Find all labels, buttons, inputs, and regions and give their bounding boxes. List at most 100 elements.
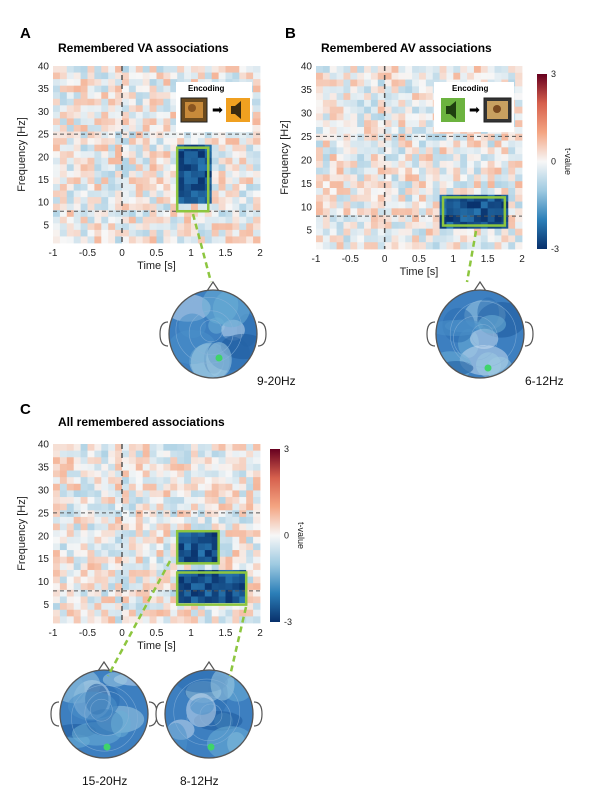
heatmap-cell (115, 105, 123, 113)
heatmap-cell (515, 160, 523, 169)
heatmap-cell (163, 190, 171, 198)
heatmap-cell (108, 444, 116, 452)
heatmap-cell (487, 154, 495, 162)
heatmap-cell (412, 160, 420, 169)
colorbar-tick: 0 (551, 157, 556, 167)
heatmap-cell (232, 151, 240, 159)
heatmap-cell (115, 563, 123, 571)
heatmap-cell (135, 105, 144, 113)
heatmap-cell (425, 160, 434, 169)
heatmap-cell (128, 229, 137, 237)
heatmap-cell (232, 596, 240, 604)
heatmap-cell (232, 157, 240, 165)
heatmap-cell (108, 79, 116, 87)
heatmap-cell (197, 138, 206, 146)
heatmap-cell (405, 181, 413, 189)
heatmap-cell (232, 583, 240, 591)
heatmap-cell (163, 170, 171, 178)
heatmap-cell (108, 229, 116, 237)
heatmap-cell (398, 72, 406, 80)
heatmap-cell (115, 490, 123, 498)
heatmap-cell (101, 536, 109, 544)
heatmap-cell (239, 596, 247, 604)
heatmap-cell (487, 181, 495, 189)
heatmap-cell (246, 197, 254, 205)
heatmap-cell (135, 444, 144, 452)
heatmap-cell (149, 596, 157, 604)
heatmap-cell (453, 140, 461, 148)
heatmap-cell (515, 147, 523, 155)
heatmap-cell (487, 242, 495, 250)
heatmap-cell (53, 563, 61, 571)
heatmap-cell (246, 444, 254, 452)
heatmap-cell (211, 216, 219, 224)
heatmap-cell (191, 563, 199, 571)
heatmap-cell (73, 483, 81, 491)
heatmap-cell (204, 66, 213, 73)
heatmap-cell (135, 463, 144, 471)
heatmap-cell (211, 583, 219, 591)
heatmap-cell (191, 66, 199, 73)
heatmap-cell (350, 140, 358, 148)
heatmap-cell (128, 177, 137, 185)
heatmap-cell (253, 589, 261, 597)
x-tick-label: 1 (188, 628, 194, 639)
heatmap-cell (156, 216, 164, 224)
heatmap-cell (253, 576, 261, 584)
heatmap-cell (191, 523, 199, 531)
arrow-icon: ➡ (212, 102, 223, 117)
heatmap-cell (508, 188, 516, 196)
heatmap-cell (94, 490, 102, 498)
heatmap-cell (73, 223, 81, 231)
heatmap-cell (53, 125, 61, 132)
heatmap-cell (66, 138, 75, 146)
heatmap-cell (184, 609, 192, 617)
heatmap-cell (398, 188, 406, 196)
heatmap-cell (149, 470, 157, 478)
heatmap-cell (218, 483, 226, 491)
heatmap-cell (184, 550, 192, 558)
heatmap-cell (142, 516, 150, 524)
heatmap-cell (115, 483, 123, 491)
heatmap-cell (432, 147, 440, 155)
heatmap-cell (122, 216, 130, 224)
heatmap-cell (211, 556, 219, 564)
heatmap-cell (163, 616, 171, 624)
heatmap-cell (122, 229, 130, 237)
heatmap-cell (336, 140, 344, 148)
heatmap-cell (494, 140, 502, 148)
heatmap-cell (156, 596, 164, 604)
heatmap-cell (101, 596, 109, 604)
heatmap-cell (391, 127, 399, 135)
heatmap-cell (122, 550, 130, 558)
heatmap-cell (218, 497, 226, 505)
heatmap-cell (115, 463, 123, 471)
heatmap-cell (73, 596, 81, 604)
heatmap-cell (218, 197, 226, 205)
heatmap-cell (87, 177, 95, 185)
heatmap-cell (405, 154, 413, 162)
heatmap-cell (66, 131, 75, 139)
y-axis-label: Frequency [Hz] (279, 120, 291, 195)
heatmap-cell (370, 194, 379, 202)
x-tick-label: -1 (49, 628, 58, 639)
heatmap-cell (108, 184, 116, 191)
heatmap-cell (364, 235, 372, 243)
heatmap-cell (425, 154, 434, 162)
heatmap-cell (384, 154, 392, 162)
heatmap-cell (446, 72, 454, 80)
heatmap-cell (73, 530, 81, 538)
heatmap-cell (384, 167, 392, 175)
heatmap-cell (94, 596, 102, 604)
heatmap-cell (122, 563, 130, 571)
heatmap-cell (66, 216, 75, 224)
x-tick-label: 0 (119, 628, 125, 639)
heatmap-cell (225, 470, 233, 478)
heatmap-cell (412, 140, 420, 148)
heatmap-cell (59, 603, 68, 611)
heatmap-cell (94, 569, 102, 577)
heatmap-cell (253, 450, 261, 458)
heatmap-cell (170, 550, 178, 558)
heatmap-cell (253, 616, 261, 624)
heatmap-cell (53, 576, 61, 584)
